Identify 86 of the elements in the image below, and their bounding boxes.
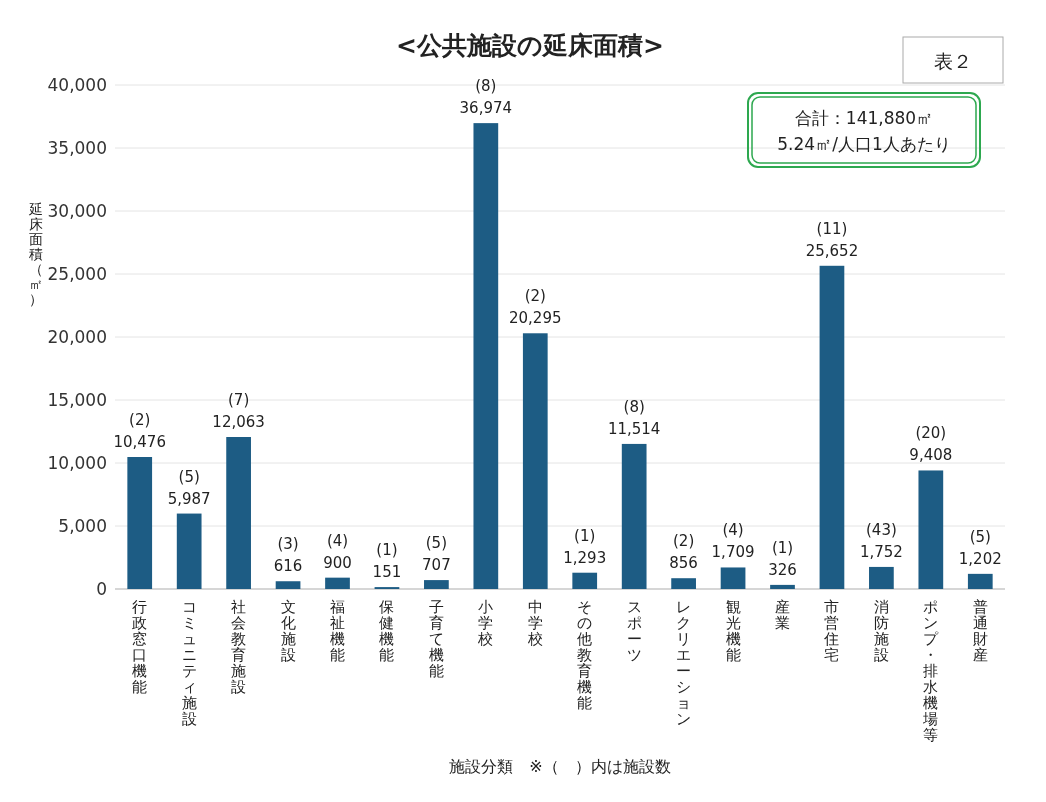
data-label: 707 bbox=[422, 556, 451, 575]
data-label: 10,476 bbox=[113, 433, 166, 451]
x-tick-label: 行政窓口機能 bbox=[132, 598, 148, 696]
x-tick-label: コミュニティ施設 bbox=[181, 598, 197, 728]
data-label: 616 bbox=[273, 557, 303, 576]
x-tick-label: 市営住宅 bbox=[823, 598, 840, 664]
data-label: 900 bbox=[323, 553, 352, 572]
x-tick-label: 中学校 bbox=[526, 598, 543, 648]
data-label: 5,987 bbox=[167, 489, 211, 508]
annotation: (4) bbox=[722, 521, 744, 540]
annotation: (5) bbox=[425, 534, 448, 553]
y-tick-label: 5,000 bbox=[58, 516, 107, 536]
data-label: 326 bbox=[768, 560, 797, 579]
x-tick-label: 保健機能 bbox=[379, 598, 395, 664]
bar bbox=[967, 573, 993, 589]
annotation: (7) bbox=[227, 391, 250, 410]
annotation: (3) bbox=[277, 535, 299, 554]
data-label: 9,408 bbox=[909, 446, 953, 465]
annotation: 5.24㎡/人口1人あたり bbox=[777, 134, 951, 154]
bar bbox=[869, 566, 894, 589]
annotation: (11) bbox=[816, 219, 848, 238]
bar bbox=[275, 581, 301, 589]
x-axis-title: 施設分類 ※（ ）内は施設数 bbox=[449, 757, 671, 776]
bar bbox=[522, 333, 548, 589]
text: 表２ bbox=[934, 50, 972, 72]
y-tick-label: 25,000 bbox=[47, 264, 107, 284]
annotation: (8) bbox=[475, 77, 497, 96]
x-tick-label: その他教育機能 bbox=[577, 598, 593, 712]
y-tick-label: 35,000 bbox=[47, 138, 107, 158]
data-label: 151 bbox=[372, 563, 402, 582]
bar bbox=[621, 443, 647, 589]
data-label: 1,202 bbox=[958, 549, 1002, 568]
x-tick-label: 子育て機能 bbox=[428, 598, 444, 680]
annotation: (8) bbox=[623, 397, 645, 416]
x-tick-label: 社会教育施設 bbox=[231, 598, 247, 696]
annotation: (1) bbox=[574, 526, 596, 545]
x-tick-label: 普通財産 bbox=[972, 598, 988, 664]
x-tick-label: 福祉機能 bbox=[330, 598, 345, 664]
x-tick-label: 産業 bbox=[775, 598, 790, 632]
data-label: 20,295 bbox=[509, 309, 562, 328]
x-tick-label: 文化施設 bbox=[280, 598, 296, 664]
data-label: 11,514 bbox=[607, 419, 661, 438]
annotation: (4) bbox=[326, 531, 349, 550]
bar bbox=[671, 578, 696, 589]
x-tick-label: 消防施設 bbox=[873, 598, 889, 664]
data-label: 36,974 bbox=[459, 99, 513, 118]
data-label: 1,293 bbox=[563, 548, 607, 567]
category-label: ポンプ・排水機場等 bbox=[923, 598, 939, 744]
bar bbox=[770, 584, 795, 589]
y-tick-label: 30,000 bbox=[47, 201, 107, 221]
x-tick-label: スポーツ bbox=[626, 598, 642, 664]
bar bbox=[226, 437, 251, 589]
y-tick-label: 20,000 bbox=[47, 327, 107, 347]
data-label: 1,752 bbox=[859, 542, 903, 561]
annotation: (1) bbox=[771, 538, 794, 557]
annotation: (20) bbox=[915, 424, 947, 443]
bar bbox=[424, 580, 449, 589]
annotation: (2) bbox=[672, 532, 695, 551]
x-tick-label: 観光機能 bbox=[725, 598, 741, 664]
annotation: 合計：141,880㎡ bbox=[794, 108, 934, 128]
data-label: 1,709 bbox=[711, 543, 755, 562]
x-tick-label: レクリエーション bbox=[676, 598, 692, 728]
annotation: (43) bbox=[865, 520, 897, 539]
data-label: 12,063 bbox=[212, 413, 265, 432]
bar bbox=[572, 572, 598, 589]
annotation: (1) bbox=[376, 541, 398, 560]
y-tick-label: 40,000 bbox=[47, 75, 107, 95]
bar bbox=[176, 513, 202, 589]
annotation: (2) bbox=[524, 287, 546, 306]
bar bbox=[325, 577, 350, 589]
bar bbox=[819, 265, 845, 589]
x-tick-label: 小学校 bbox=[477, 598, 494, 648]
y-axis-title: 延床面積（㎡） bbox=[28, 201, 43, 307]
data-label: 25,652 bbox=[805, 241, 859, 260]
annotation: (5) bbox=[969, 527, 991, 546]
bar bbox=[720, 567, 746, 589]
y-tick-label: 0 bbox=[96, 579, 107, 599]
annotation: (2) bbox=[129, 411, 151, 429]
bar bbox=[127, 457, 153, 589]
data-label: 856 bbox=[669, 554, 698, 573]
bar bbox=[473, 123, 499, 589]
y-tick-label: 15,000 bbox=[47, 390, 107, 410]
annotation: (5) bbox=[178, 467, 200, 486]
bar bbox=[918, 470, 944, 589]
y-tick-label: 10,000 bbox=[47, 453, 107, 473]
chart-title: <公共施設の延床面積> bbox=[396, 31, 664, 60]
